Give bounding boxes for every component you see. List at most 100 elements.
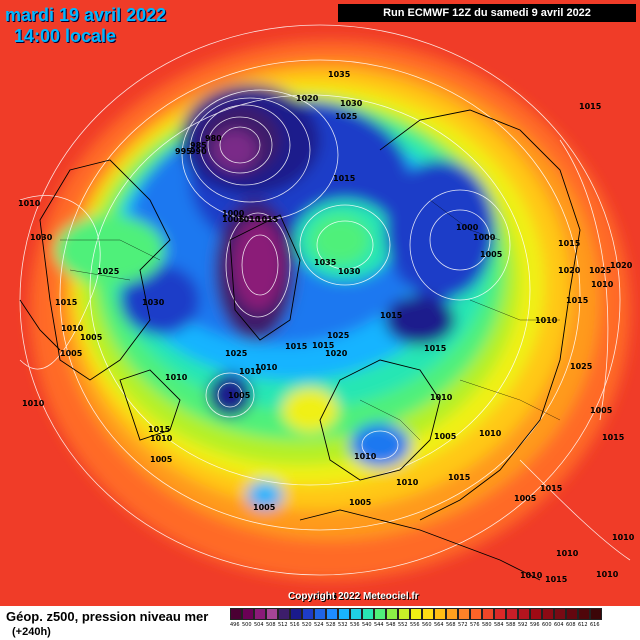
color-scale-bar	[350, 608, 362, 620]
color-scale-label: 564	[434, 622, 444, 628]
legend-footer: Géop. z500, pression niveau mer (+240h) …	[0, 606, 640, 640]
color-scale-bar	[338, 608, 350, 620]
color-scale-bar	[470, 608, 482, 620]
color-scale-swatch: 512	[278, 608, 290, 638]
pressure-label: 1015	[448, 473, 471, 482]
color-scale-bar	[590, 608, 602, 620]
color-scale-swatch: 544	[374, 608, 386, 638]
color-scale-swatch: 560	[422, 608, 434, 638]
pressure-label: 1025	[570, 362, 593, 371]
pressure-label: 1010	[520, 571, 543, 580]
run-info: Run ECMWF 12Z du samedi 9 avril 2022	[338, 4, 636, 22]
pressure-label: 1015	[380, 311, 403, 320]
pressure-label: 1005	[349, 498, 372, 507]
pressure-label: 1005	[514, 494, 537, 503]
color-scale-bar	[506, 608, 518, 620]
color-scale-label: 580	[482, 622, 492, 628]
pressure-label: 1010	[150, 434, 173, 443]
pressure-label: 1015	[256, 215, 279, 224]
color-scale-bar	[566, 608, 578, 620]
color-scale-swatch: 548	[386, 608, 398, 638]
color-scale-bar	[446, 608, 458, 620]
color-scale-label: 536	[350, 622, 360, 628]
pressure-label: 1025	[97, 267, 120, 276]
pressure-label: 1015	[285, 342, 308, 351]
pressure-label: 1005	[253, 503, 276, 512]
geopotential-map: 1035 1020 1030 1025 980 985 995 990 1015…	[0, 0, 640, 606]
pressure-label: 1015	[333, 174, 356, 183]
pressure-label: 1010	[596, 570, 619, 579]
pressure-label: 1010	[354, 452, 377, 461]
pressure-label: 1015	[558, 239, 581, 248]
color-scale-swatch: 564	[434, 608, 446, 638]
color-scale-bar	[410, 608, 422, 620]
pressure-label: 1015	[424, 344, 447, 353]
color-scale-label: 496	[230, 622, 240, 628]
pressure-label: 1025	[327, 331, 350, 340]
pressure-label: 1010	[479, 429, 502, 438]
color-scale-swatch: 500	[242, 608, 254, 638]
pressure-label: 1000	[456, 223, 479, 232]
color-scale-swatch: 520	[302, 608, 314, 638]
pressure-label: 1035	[314, 258, 337, 267]
pressure-label: 1020	[325, 349, 348, 358]
pressure-label: 985	[190, 141, 207, 150]
copyright-notice: Copyright 2022 Meteociel.fr	[288, 591, 419, 602]
pressure-label: 1030	[30, 233, 53, 242]
color-scale-bar	[398, 608, 410, 620]
pressure-label: 1015	[545, 575, 568, 584]
color-scale: 496 500 504 508 512 516 520 524 528 532 536 540 544 5…	[230, 608, 602, 638]
color-scale-bar	[326, 608, 338, 620]
color-scale-label: 540	[362, 622, 372, 628]
country-borders	[60, 199, 561, 441]
color-scale-label: 616	[590, 622, 600, 628]
pressure-label: 1010	[18, 199, 41, 208]
pressure-label: 980	[205, 134, 222, 143]
forecast-local-time: 14:00 locale	[14, 26, 117, 46]
color-scale-swatch: 616	[590, 608, 602, 638]
pressure-label: 1010	[591, 280, 614, 289]
pressure-label: 1010	[612, 533, 635, 542]
color-scale-label: 556	[410, 622, 420, 628]
pressure-label: 1010	[238, 215, 261, 224]
color-scale-label: 512	[278, 622, 288, 628]
legend-subtitle: (+240h)	[12, 626, 51, 638]
color-scale-label: 568	[446, 622, 456, 628]
pressure-label: 1020	[610, 261, 633, 270]
pressure-label: 1015	[602, 433, 625, 442]
pressure-label: 1015	[55, 298, 78, 307]
color-scale-bar	[374, 608, 386, 620]
color-scale-swatch: 504	[254, 608, 266, 638]
color-scale-bar	[458, 608, 470, 620]
color-scale-swatch: 584	[494, 608, 506, 638]
color-scale-label: 520	[302, 622, 312, 628]
color-scale-bar	[518, 608, 530, 620]
pressure-label: 1010	[22, 399, 45, 408]
color-scale-label: 528	[326, 622, 336, 628]
color-scale-bar	[482, 608, 494, 620]
pressure-label: 1015	[540, 484, 563, 493]
pressure-label: 1010	[61, 324, 84, 333]
color-scale-bar	[230, 608, 242, 620]
color-scale-bar	[302, 608, 314, 620]
color-scale-swatch: 608	[566, 608, 578, 638]
pressure-label: 1015	[579, 102, 602, 111]
color-scale-swatch: 568	[446, 608, 458, 638]
pressure-label: 1030	[338, 267, 361, 276]
pressure-label: 1005	[60, 349, 83, 358]
color-scale-label: 508	[266, 622, 276, 628]
pressure-label: 1015	[148, 425, 171, 434]
color-scale-swatch: 592	[518, 608, 530, 638]
pressure-label: 1010	[255, 363, 278, 372]
color-scale-swatch: 612	[578, 608, 590, 638]
color-scale-swatch: 576	[470, 608, 482, 638]
color-scale-swatch: 516	[290, 608, 302, 638]
pressure-label: 1035	[328, 70, 351, 79]
color-scale-label: 584	[494, 622, 504, 628]
color-scale-bar	[578, 608, 590, 620]
color-scale-bar	[290, 608, 302, 620]
pressure-label: 1005	[434, 432, 457, 441]
color-scale-label: 572	[458, 622, 468, 628]
color-scale-bar	[278, 608, 290, 620]
